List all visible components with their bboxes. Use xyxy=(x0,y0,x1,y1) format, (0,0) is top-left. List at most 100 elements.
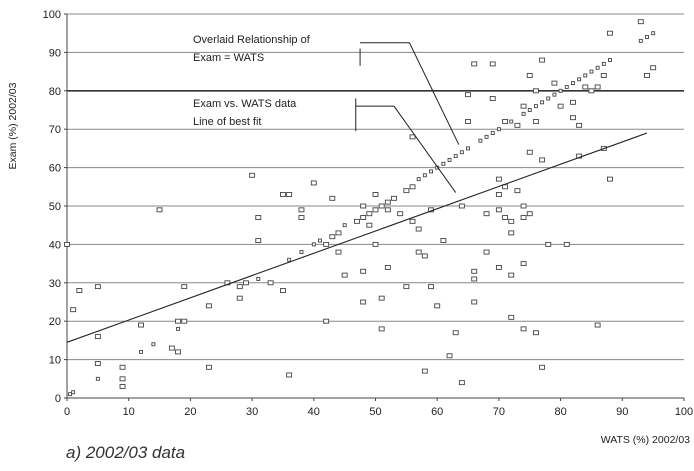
data-point xyxy=(514,188,521,194)
data-point xyxy=(372,192,379,197)
data-point xyxy=(595,65,600,70)
data-point xyxy=(650,65,657,71)
data-point xyxy=(495,207,502,213)
data-point xyxy=(415,249,422,255)
data-point xyxy=(551,80,558,86)
y-tick-label: 10 xyxy=(49,355,61,367)
data-point xyxy=(508,314,515,320)
y-tick-label: 40 xyxy=(49,239,61,251)
y-tick-label: 100 xyxy=(43,9,61,21)
data-point xyxy=(570,81,575,86)
data-point xyxy=(532,330,539,336)
data-point xyxy=(478,138,483,143)
x-tick-label: 100 xyxy=(675,406,693,418)
data-point xyxy=(378,203,385,209)
data-point xyxy=(484,134,489,139)
data-point xyxy=(440,238,447,244)
data-point xyxy=(94,334,101,340)
data-point xyxy=(409,184,416,190)
data-point xyxy=(608,58,612,63)
data-point xyxy=(428,284,434,290)
x-tick-label: 0 xyxy=(64,406,70,418)
data-point xyxy=(94,360,101,366)
data-point xyxy=(64,241,70,247)
data-point xyxy=(286,192,293,197)
data-point xyxy=(267,280,274,286)
data-point xyxy=(119,364,126,370)
data-point xyxy=(95,376,100,381)
data-point xyxy=(521,111,526,116)
data-point xyxy=(496,127,501,132)
data-point xyxy=(545,241,552,247)
data-point xyxy=(509,119,514,124)
data-point xyxy=(318,238,322,243)
data-point xyxy=(422,173,427,178)
data-point xyxy=(181,318,188,324)
annotation-label: Exam vs. WATS data xyxy=(193,98,297,110)
data-point xyxy=(323,318,330,324)
annotation-label: Exam = WATS xyxy=(193,52,264,64)
data-point xyxy=(176,326,181,331)
data-point xyxy=(546,96,551,101)
y-tick-label: 30 xyxy=(49,278,61,290)
data-point xyxy=(471,61,478,67)
data-point xyxy=(409,134,416,140)
data-point xyxy=(403,284,410,290)
callout-leader-exam-wats xyxy=(360,42,460,145)
data-point xyxy=(600,72,607,78)
data-point xyxy=(558,88,563,93)
data-point xyxy=(520,261,527,267)
data-point xyxy=(360,299,367,305)
data-point xyxy=(205,303,212,309)
data-point xyxy=(403,188,410,194)
data-point xyxy=(372,241,379,247)
data-point xyxy=(378,295,385,301)
y-tick-label: 90 xyxy=(49,47,61,59)
data-point xyxy=(527,108,532,112)
data-point xyxy=(508,272,515,278)
data-point xyxy=(459,150,464,155)
data-point xyxy=(119,376,126,382)
gridlines xyxy=(67,13,684,361)
data-point xyxy=(323,241,330,247)
data-point xyxy=(533,104,538,109)
data-point xyxy=(453,154,458,159)
data-point xyxy=(569,99,576,105)
data-point xyxy=(539,364,546,370)
data-point xyxy=(298,207,305,213)
x-axis-title: WATS (%) 2002/03 xyxy=(601,434,690,446)
data-point xyxy=(520,215,527,220)
data-point xyxy=(651,31,656,36)
data-point xyxy=(416,177,421,182)
data-point xyxy=(471,276,478,282)
data-point xyxy=(458,203,465,209)
data-point xyxy=(446,353,453,359)
data-point xyxy=(329,234,336,240)
data-point xyxy=(495,192,502,197)
data-point xyxy=(168,345,175,351)
data-point xyxy=(563,241,570,247)
callout-leader-best-fit xyxy=(355,105,457,193)
data-point xyxy=(175,318,182,324)
data-point xyxy=(175,349,182,355)
data-point xyxy=(520,326,527,332)
best-fit-line xyxy=(66,132,648,343)
x-tick-label: 20 xyxy=(184,406,196,418)
data-point xyxy=(299,250,304,255)
data-point xyxy=(409,218,416,224)
x-tick-label: 50 xyxy=(369,406,381,418)
data-point xyxy=(514,122,521,128)
data-point xyxy=(397,211,404,217)
data-point xyxy=(495,264,502,270)
data-point xyxy=(607,30,613,36)
data-point xyxy=(329,195,336,201)
x-tick-label: 40 xyxy=(308,406,320,418)
data-point xyxy=(645,35,649,39)
data-point xyxy=(378,326,385,332)
y-tick-label: 60 xyxy=(49,163,61,175)
data-point xyxy=(594,84,601,90)
data-point xyxy=(236,295,243,301)
data-point xyxy=(594,322,601,328)
data-point xyxy=(502,215,509,220)
